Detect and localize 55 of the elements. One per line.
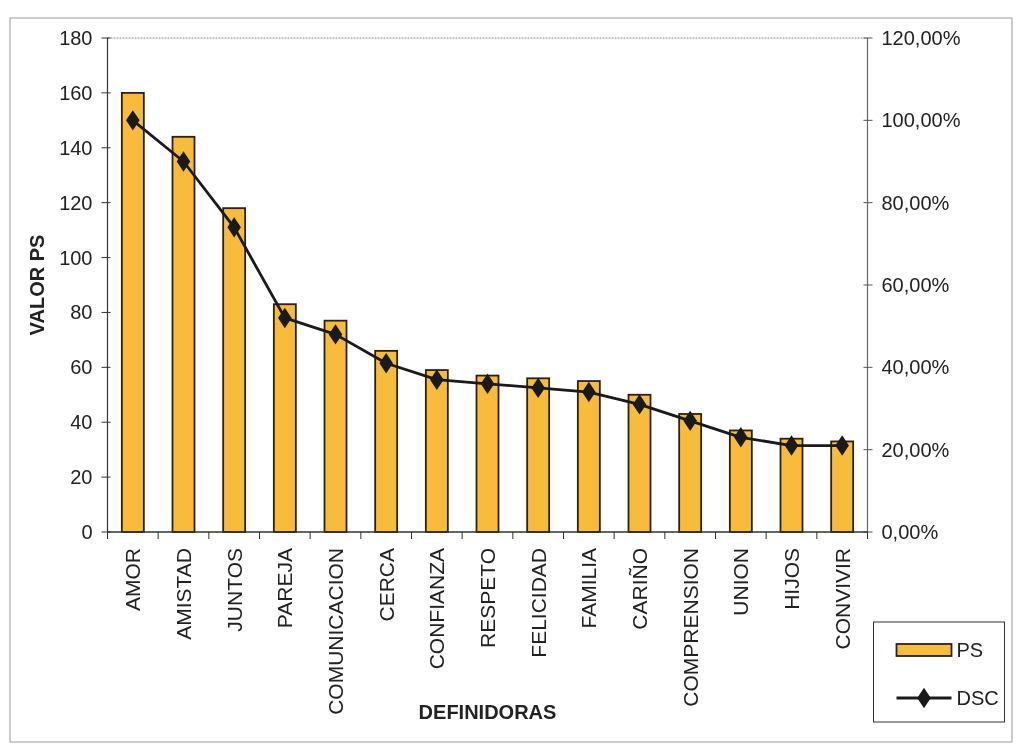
bar [424,369,449,533]
bar [475,374,500,533]
x-tick-label: UNION [729,548,753,616]
point [176,151,191,172]
y2-tick-label: 100,00% [881,109,961,132]
x-axis-title: DEFINIDORAS [418,701,557,723]
x-tick-label: AMOR [121,548,145,611]
y-tick-label: 60 [70,356,93,379]
legend-label: PS [956,639,984,661]
y2-tick-label: 0,00% [881,521,939,543]
y2-tick-label: 80,00% [881,191,950,214]
y2-tick-label: 120,00% [881,27,961,49]
y-tick-label: 180 [59,27,93,49]
legend-label: DSC [956,687,999,709]
x-tick-label: AMISTAD [171,548,195,640]
y2-tick-label: 20,00% [881,438,950,461]
bar [728,429,753,533]
bar [830,440,855,533]
x-tick-label: HIJOS [779,548,803,610]
x-tick-label: JUNTOS [222,548,246,632]
y2-tick-label: 60,00% [881,274,950,296]
bar [374,349,399,533]
x-tick-label: CONVIVIR [830,548,854,650]
y-tick-label: 0 [81,521,93,543]
y-tick-label: 100 [59,246,93,269]
y-tick-label: 120 [59,191,93,214]
x-tick-label: FELICIDAD [526,548,550,658]
x-tick-label: COMUNICACION [323,548,347,715]
y-tick-label: 140 [59,136,93,159]
bar [627,393,652,533]
bar [272,303,297,533]
bar [576,380,601,533]
y-tick-label: 80 [70,301,93,324]
x-tick-label: CERCA [374,548,398,622]
x-tick-label: CARIÑO [627,548,651,630]
bar [171,135,196,533]
point [632,394,647,415]
bar [526,377,551,533]
bar [678,413,703,533]
bar [120,91,145,533]
y-tick-label: 160 [59,81,93,104]
y-tick-label: 20 [70,466,93,489]
point [784,435,799,456]
x-tick-label: CONFIANZA [425,548,449,670]
y-tick-label: 40 [70,411,93,434]
x-tick-label: PAREJA [273,548,297,629]
y2-tick-label: 40,00% [881,356,950,379]
x-tick-label: RESPETO [475,548,499,648]
point [480,373,495,394]
bar [323,319,348,533]
point [328,324,343,345]
bar [222,207,247,533]
x-tick-label: FAMILIA [577,548,601,629]
x-tick-label: COMPRENSION [678,548,702,707]
y-axis-title: VALOR PS [26,234,48,336]
